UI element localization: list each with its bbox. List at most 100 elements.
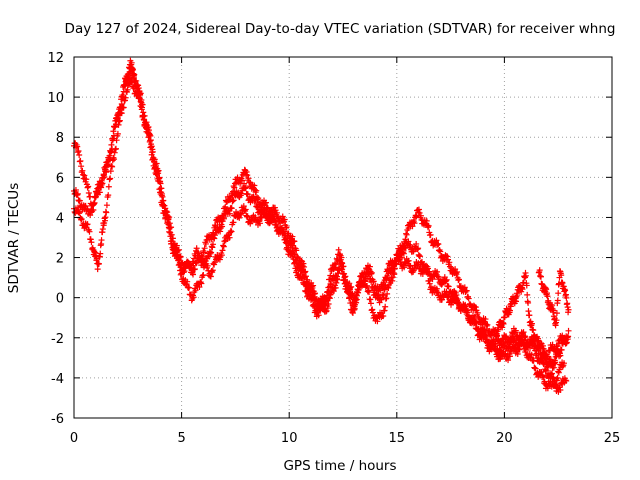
data-point bbox=[547, 356, 554, 363]
data-point bbox=[519, 339, 526, 346]
data-point bbox=[389, 274, 396, 281]
data-point bbox=[367, 296, 374, 303]
data-point bbox=[332, 272, 339, 279]
data-point bbox=[243, 212, 250, 219]
data-point bbox=[78, 216, 85, 223]
data-point bbox=[302, 268, 309, 275]
x-tick-label: 5 bbox=[177, 431, 185, 446]
data-point bbox=[565, 327, 572, 334]
data-point bbox=[412, 212, 419, 219]
y-tick-label: 4 bbox=[56, 211, 64, 226]
data-point bbox=[362, 278, 369, 285]
data-point bbox=[383, 274, 390, 281]
data-point bbox=[92, 194, 99, 201]
data-point bbox=[378, 296, 385, 303]
data-point bbox=[444, 253, 451, 260]
data-point bbox=[446, 259, 453, 266]
data-point bbox=[555, 290, 562, 297]
data-point bbox=[76, 197, 83, 204]
data-point bbox=[327, 280, 334, 287]
data-point bbox=[228, 205, 235, 212]
data-point bbox=[180, 269, 187, 276]
data-point bbox=[325, 284, 332, 291]
data-point bbox=[391, 271, 398, 278]
data-point bbox=[255, 195, 262, 202]
data-point bbox=[346, 294, 353, 301]
data-point bbox=[243, 169, 250, 175]
y-tick-label: 10 bbox=[47, 91, 64, 106]
data-point bbox=[425, 222, 432, 229]
data-point bbox=[129, 76, 136, 83]
data-point bbox=[347, 300, 354, 307]
data-point bbox=[553, 310, 560, 317]
data-point bbox=[392, 260, 399, 267]
data-point bbox=[368, 269, 375, 276]
data-point bbox=[554, 297, 561, 304]
data-point bbox=[565, 306, 572, 313]
data-point bbox=[293, 267, 300, 274]
data-point bbox=[101, 173, 108, 180]
data-point bbox=[256, 220, 263, 227]
data-point bbox=[210, 231, 217, 238]
data-point bbox=[229, 192, 236, 199]
data-point bbox=[116, 117, 123, 124]
data-point bbox=[355, 286, 362, 293]
data-point bbox=[186, 284, 193, 291]
data-point bbox=[385, 285, 392, 292]
data-point bbox=[532, 365, 539, 372]
data-point bbox=[405, 238, 412, 245]
data-point bbox=[104, 160, 111, 167]
data-point bbox=[99, 226, 106, 233]
data-point bbox=[146, 131, 153, 138]
data-point bbox=[208, 268, 215, 274]
data-point bbox=[163, 208, 170, 215]
data-point bbox=[219, 212, 226, 219]
data-point bbox=[342, 280, 349, 287]
data-point bbox=[106, 176, 113, 183]
data-point bbox=[237, 180, 244, 187]
data-point bbox=[557, 352, 564, 359]
data-point bbox=[200, 248, 207, 255]
data-point bbox=[444, 294, 451, 301]
data-point bbox=[135, 94, 142, 101]
data-point bbox=[291, 259, 298, 266]
data-point bbox=[480, 326, 487, 333]
data-point bbox=[84, 184, 91, 191]
data-point bbox=[532, 347, 539, 354]
data-point bbox=[519, 286, 526, 293]
data-point bbox=[471, 303, 478, 310]
data-point bbox=[443, 277, 450, 284]
data-point bbox=[74, 204, 81, 211]
data-point bbox=[190, 260, 197, 267]
data-point bbox=[369, 306, 376, 313]
data-point bbox=[282, 236, 289, 243]
data-point bbox=[353, 296, 360, 303]
data-point bbox=[124, 86, 131, 93]
data-point bbox=[78, 163, 85, 170]
data-point bbox=[512, 327, 519, 334]
data-point bbox=[563, 377, 570, 384]
data-point bbox=[289, 251, 296, 258]
data-point bbox=[427, 231, 434, 238]
data-point bbox=[244, 191, 251, 198]
data-point bbox=[497, 347, 504, 354]
data-point bbox=[435, 290, 442, 297]
data-point bbox=[74, 143, 81, 150]
data-point bbox=[221, 238, 228, 245]
data-point bbox=[301, 263, 308, 270]
data-point bbox=[289, 233, 296, 240]
data-point bbox=[271, 211, 278, 218]
data-point bbox=[291, 238, 298, 245]
data-point bbox=[550, 307, 557, 314]
data-point bbox=[310, 282, 317, 289]
data-point bbox=[212, 223, 219, 230]
data-point bbox=[282, 239, 289, 246]
data-point bbox=[561, 360, 568, 367]
data-point bbox=[337, 252, 344, 259]
data-point bbox=[324, 289, 331, 296]
data-point bbox=[231, 180, 238, 187]
data-point bbox=[562, 287, 569, 294]
data-point bbox=[405, 257, 412, 264]
data-point bbox=[390, 269, 397, 276]
data-point bbox=[409, 223, 416, 230]
